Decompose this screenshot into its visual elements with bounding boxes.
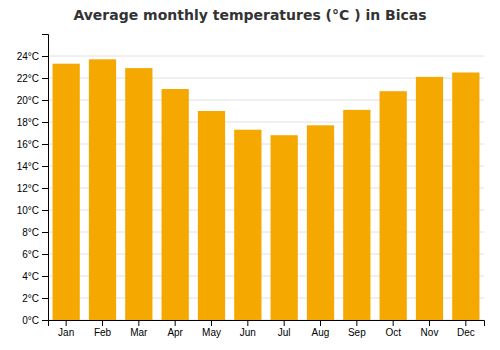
x-tick-label: Jul xyxy=(278,327,291,338)
x-axis-line xyxy=(49,321,485,327)
x-tick-mark xyxy=(465,320,466,326)
x-tick-mark xyxy=(211,320,212,326)
x-tick-mark xyxy=(138,320,139,326)
x-tick-label: Mar xyxy=(130,327,148,338)
y-tick-mark xyxy=(42,254,48,255)
x-tick-label: Jan xyxy=(58,327,74,338)
x-tick-label: Sep xyxy=(348,327,366,338)
bar xyxy=(343,110,370,320)
y-tick-label: 2°C xyxy=(22,293,39,304)
y-tick: 22°C xyxy=(17,73,48,84)
bar xyxy=(198,111,225,320)
x-tick-mark xyxy=(175,320,176,326)
bar xyxy=(53,64,80,320)
y-tick-mark xyxy=(42,166,48,167)
y-tick-mark xyxy=(42,56,48,57)
x-tick-mark xyxy=(429,320,430,326)
y-tick: 6°C xyxy=(22,249,48,260)
x-tick-label: Dec xyxy=(457,327,475,338)
grid-line xyxy=(48,56,484,57)
y-tick-mark xyxy=(42,144,48,145)
y-tick-mark xyxy=(42,100,48,101)
x-tick-mark xyxy=(356,320,357,326)
x-tick-label: Feb xyxy=(94,327,112,338)
chart: 0°C 2°C 4°C 6°C 8°C 10°C 12°C 14°C 16°C 18°C 20°C 2… xyxy=(0,0,500,350)
y-tick: 12°C xyxy=(17,183,48,194)
y-tick-label: 14°C xyxy=(17,161,39,172)
x-tick-label: Aug xyxy=(312,327,330,338)
x-tick: Oct xyxy=(385,320,401,338)
x-tick-mark xyxy=(393,320,394,326)
y-tick: 18°C xyxy=(17,117,48,128)
y-tick-mark xyxy=(42,210,48,211)
x-tick-label: Oct xyxy=(385,327,401,338)
y-tick-label: 6°C xyxy=(22,249,39,260)
y-tick: 10°C xyxy=(17,205,48,216)
bar xyxy=(89,59,116,320)
x-tick: Nov xyxy=(421,320,439,338)
x-tick-mark xyxy=(66,320,67,326)
y-tick-label: 22°C xyxy=(17,73,39,84)
x-tick: May xyxy=(202,320,221,338)
x-tick-label: Apr xyxy=(167,327,183,338)
y-tick-mark xyxy=(42,232,48,233)
x-tick: Aug xyxy=(312,320,330,338)
y-tick-mark xyxy=(42,276,48,277)
y-tick-mark xyxy=(42,188,48,189)
plot-area: 0°C 2°C 4°C 6°C 8°C 10°C 12°C 14°C 16°C 18°C 20°C 2… xyxy=(17,35,485,339)
bar xyxy=(380,91,407,320)
y-tick-mark xyxy=(42,298,48,299)
x-tick-label: Jun xyxy=(240,327,256,338)
x-tick: Dec xyxy=(457,320,475,338)
x-tick: Jul xyxy=(278,320,291,338)
y-tick-label: 8°C xyxy=(22,227,39,238)
x-tick-mark xyxy=(284,320,285,326)
y-tick: 20°C xyxy=(17,95,48,106)
x-tick-label: Nov xyxy=(421,327,439,338)
y-tick: 24°C xyxy=(17,51,48,62)
y-tick: 0°C xyxy=(22,315,48,326)
x-axis: Jan Feb Mar Apr May Jun Jul Aug Sep Oct Nov Dec xyxy=(49,320,485,338)
y-tick: 4°C xyxy=(22,271,48,282)
y-tick: 14°C xyxy=(17,161,48,172)
x-tick: Feb xyxy=(94,320,112,338)
x-tick-mark xyxy=(102,320,103,326)
y-tick-mark xyxy=(42,320,48,321)
y-tick-label: 12°C xyxy=(17,183,39,194)
y-tick-label: 4°C xyxy=(22,271,39,282)
y-tick-label: 10°C xyxy=(17,205,39,216)
grid xyxy=(48,56,484,320)
y-tick: 16°C xyxy=(17,139,48,150)
y-axis: 0°C 2°C 4°C 6°C 8°C 10°C 12°C 14°C 16°C 18°C 20°C 2… xyxy=(17,35,49,326)
x-tick: Apr xyxy=(167,320,183,338)
bar xyxy=(307,125,334,320)
y-tick: 8°C xyxy=(22,227,48,238)
bars xyxy=(53,59,480,320)
y-tick-mark xyxy=(42,78,48,79)
bar xyxy=(125,68,152,320)
bar xyxy=(416,77,443,320)
y-axis-line xyxy=(42,35,49,321)
x-tick: Sep xyxy=(348,320,366,338)
x-tick-mark xyxy=(247,320,248,326)
x-tick-label: May xyxy=(202,327,221,338)
x-tick: Jun xyxy=(240,320,256,338)
y-tick-mark xyxy=(42,122,48,123)
bar xyxy=(271,135,298,320)
x-tick: Mar xyxy=(130,320,148,338)
bar xyxy=(234,130,261,320)
x-tick: Jan xyxy=(58,320,74,338)
bar xyxy=(452,73,479,321)
y-tick-label: 0°C xyxy=(22,315,39,326)
y-tick: 2°C xyxy=(22,293,48,304)
y-tick-label: 16°C xyxy=(17,139,39,150)
x-tick-mark xyxy=(320,320,321,326)
title: Average monthly temperatures (°C ) in Bi… xyxy=(73,7,426,23)
y-tick-label: 20°C xyxy=(17,95,39,106)
y-tick-label: 24°C xyxy=(17,51,39,62)
bar xyxy=(162,89,189,320)
y-tick-label: 18°C xyxy=(17,117,39,128)
